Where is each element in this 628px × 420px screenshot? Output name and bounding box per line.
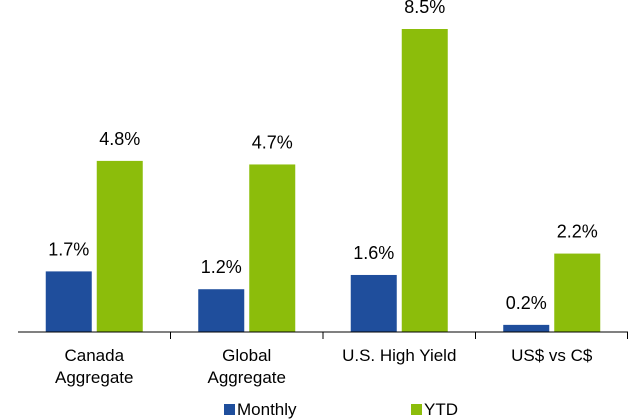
bar-monthly-4 (503, 324, 550, 332)
x-tick-label-2: Global Aggregate (208, 346, 286, 387)
legend-swatch-ytd (411, 404, 422, 415)
bar-ytd-2 (249, 164, 296, 332)
bar-ytd-3 (401, 29, 448, 332)
legend-label-monthly: Monthly (237, 400, 297, 419)
legend-swatch-monthly (224, 404, 235, 415)
x-tick-label-line: Aggregate (55, 368, 133, 387)
x-tick-label-line: U.S. High Yield (342, 346, 456, 365)
x-axis-ticks (170, 332, 628, 339)
x-tick-label-line: Global (222, 346, 271, 365)
data-label-monthly-1: 1.7% (48, 239, 89, 259)
data-label-monthly-4: 0.2% (506, 293, 547, 313)
x-tick-label-line: Canada (64, 346, 124, 365)
bars-group (45, 29, 601, 332)
data-label-ytd-2: 4.7% (252, 132, 293, 152)
data-label-ytd-3: 8.5% (404, 0, 445, 17)
x-tick-label-1: Canada Aggregate (55, 346, 133, 387)
legend-label-ytd: YTD (424, 400, 458, 419)
data-label-ytd-4: 2.2% (557, 222, 598, 242)
x-axis-tick-labels: Canada Aggregate Global Aggregate U.S. High … (55, 346, 593, 387)
bar-ytd-1 (96, 160, 143, 332)
x-tick-label-line: US$ vs C$ (511, 346, 593, 365)
data-label-monthly-2: 1.2% (201, 257, 242, 277)
bar-ytd-4 (554, 253, 601, 332)
legend: Monthly YTD (224, 400, 458, 419)
data-label-ytd-1: 4.8% (99, 129, 140, 149)
data-labels-group: 1.7% 4.8% 1.2% 4.7% 1.6% 8.5% 0.2% 2.2% (48, 0, 598, 313)
data-label-monthly-3: 1.6% (353, 243, 394, 263)
bar-monthly-3 (350, 274, 397, 332)
bar-monthly-1 (45, 271, 92, 332)
x-tick-label-3: U.S. High Yield (342, 346, 456, 365)
x-tick-label-line: Aggregate (208, 368, 286, 387)
x-tick-label-4: US$ vs C$ (511, 346, 593, 365)
bar-monthly-2 (198, 289, 245, 332)
